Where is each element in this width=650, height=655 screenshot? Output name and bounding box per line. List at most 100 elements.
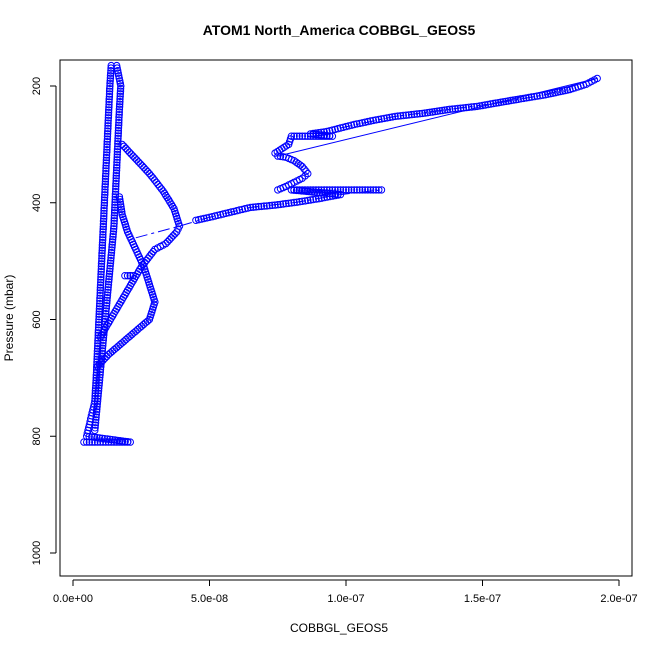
data-point — [96, 297, 104, 305]
data-point — [95, 302, 104, 310]
data-point — [320, 186, 328, 194]
data-point — [91, 421, 100, 429]
data-point — [104, 283, 112, 291]
data-point — [101, 185, 109, 194]
data-point — [104, 114, 113, 122]
data-point — [347, 186, 356, 194]
x-tick-label: 5.0e-08 — [191, 593, 228, 605]
data-point — [372, 116, 380, 124]
data-point — [522, 94, 530, 102]
data-point — [110, 222, 118, 230]
data-point — [402, 111, 410, 119]
data-point — [129, 152, 137, 160]
data-point — [293, 186, 301, 194]
data-point — [100, 196, 109, 204]
data-point — [99, 236, 107, 244]
data-point — [105, 103, 113, 111]
x-tick-label: 1.0e-07 — [327, 593, 364, 605]
data-point — [309, 129, 317, 138]
data-point — [105, 95, 113, 104]
data-point — [118, 140, 126, 149]
data-point — [431, 107, 439, 116]
data-point — [101, 172, 110, 180]
data-point — [94, 342, 102, 350]
data-point — [517, 95, 525, 103]
data-point — [106, 267, 114, 275]
data-point — [298, 132, 306, 140]
data-point — [487, 100, 495, 108]
data-point — [118, 437, 127, 445]
data-point — [104, 124, 112, 133]
data-point — [257, 202, 266, 211]
data-point — [134, 158, 143, 166]
data-point — [369, 186, 377, 194]
data-point — [106, 82, 114, 90]
data-point — [104, 286, 112, 294]
data-point — [246, 203, 255, 212]
data-point — [107, 61, 115, 70]
data-point — [109, 235, 117, 244]
data-point — [295, 132, 304, 140]
data-point — [116, 195, 124, 204]
data-point — [116, 95, 124, 103]
data-point — [120, 142, 128, 151]
data-point — [103, 148, 111, 157]
data-point — [465, 103, 473, 112]
data-point — [93, 402, 101, 411]
data-point — [265, 201, 274, 210]
data-point — [489, 99, 498, 108]
data-point — [105, 272, 113, 281]
data-point — [320, 128, 328, 136]
data-point — [92, 408, 101, 416]
data-point — [125, 148, 134, 156]
data-point — [99, 220, 108, 228]
data-point — [105, 270, 114, 278]
data-point — [507, 96, 515, 105]
data-point — [91, 426, 99, 435]
data-point — [102, 161, 110, 170]
data-point — [99, 225, 107, 234]
data-point — [102, 153, 111, 162]
data-point — [103, 299, 111, 307]
data-point — [386, 113, 394, 122]
data-point — [97, 260, 106, 268]
data-point — [169, 232, 177, 240]
data-point — [476, 102, 484, 110]
data-point — [104, 116, 112, 125]
data-point — [113, 150, 122, 159]
data-point — [290, 186, 298, 194]
data-point — [97, 265, 106, 273]
data-point — [380, 114, 388, 123]
data-point — [116, 100, 124, 108]
data-point — [484, 100, 492, 109]
data-point — [263, 202, 271, 210]
data-point — [97, 276, 105, 284]
data-point — [92, 413, 100, 421]
data-point — [102, 151, 111, 159]
data-point — [117, 205, 126, 214]
data-point — [448, 105, 457, 113]
data-point — [138, 162, 146, 170]
data-point — [99, 233, 107, 241]
data-point — [268, 201, 276, 210]
data-point — [375, 186, 383, 194]
data-point — [112, 177, 120, 185]
data-point — [114, 140, 122, 148]
data-point — [446, 105, 454, 114]
data-point — [93, 405, 101, 413]
data-point — [99, 217, 108, 226]
data-point — [399, 111, 407, 120]
data-point — [131, 154, 139, 162]
data-point — [101, 183, 109, 191]
data-point — [117, 203, 125, 211]
data-point — [95, 376, 104, 384]
data-point — [107, 248, 116, 257]
data-point — [105, 87, 114, 96]
data-point — [244, 204, 252, 212]
data-point — [418, 109, 427, 118]
data-point — [356, 186, 364, 194]
data-point — [100, 193, 109, 202]
data-point — [106, 262, 114, 270]
data-point — [356, 119, 364, 128]
data-point — [98, 249, 106, 257]
